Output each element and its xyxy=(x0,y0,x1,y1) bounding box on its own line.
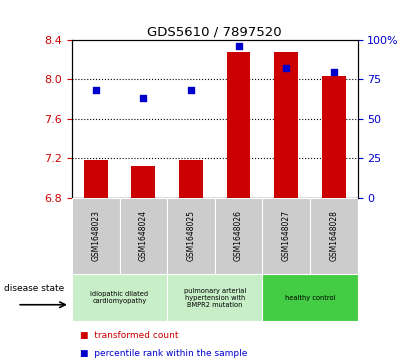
Point xyxy=(92,87,99,93)
Bar xyxy=(72,198,120,274)
Bar xyxy=(132,166,155,198)
Bar xyxy=(72,274,167,321)
Text: GSM1648027: GSM1648027 xyxy=(282,211,291,261)
Bar xyxy=(322,77,346,198)
Bar xyxy=(179,160,203,198)
Bar xyxy=(310,198,358,274)
Bar xyxy=(84,160,108,198)
Text: GSM1648028: GSM1648028 xyxy=(329,211,338,261)
Bar xyxy=(274,52,298,198)
Bar xyxy=(262,198,310,274)
Bar xyxy=(262,274,358,321)
Text: idiopathic dilated
cardiomyopathy: idiopathic dilated cardiomyopathy xyxy=(90,291,149,304)
Text: healthy control: healthy control xyxy=(285,295,335,301)
Text: GSM1648024: GSM1648024 xyxy=(139,211,148,261)
Text: GSM1648025: GSM1648025 xyxy=(187,211,196,261)
Bar xyxy=(120,198,167,274)
Bar xyxy=(215,198,262,274)
Point xyxy=(140,95,147,101)
Point xyxy=(235,43,242,49)
Text: pulmonary arterial
hypertension with
BMPR2 mutation: pulmonary arterial hypertension with BMP… xyxy=(184,287,246,308)
Text: GSM1648026: GSM1648026 xyxy=(234,211,243,261)
Title: GDS5610 / 7897520: GDS5610 / 7897520 xyxy=(148,26,282,39)
Bar xyxy=(167,274,262,321)
Point xyxy=(330,69,337,74)
Text: GSM1648023: GSM1648023 xyxy=(91,211,100,261)
Text: ■  transformed count: ■ transformed count xyxy=(80,331,179,340)
Bar xyxy=(167,198,215,274)
Text: disease state: disease state xyxy=(4,284,65,293)
Bar xyxy=(226,52,250,198)
Text: ■  percentile rank within the sample: ■ percentile rank within the sample xyxy=(80,350,247,358)
Point xyxy=(188,87,194,93)
Point xyxy=(283,65,289,71)
